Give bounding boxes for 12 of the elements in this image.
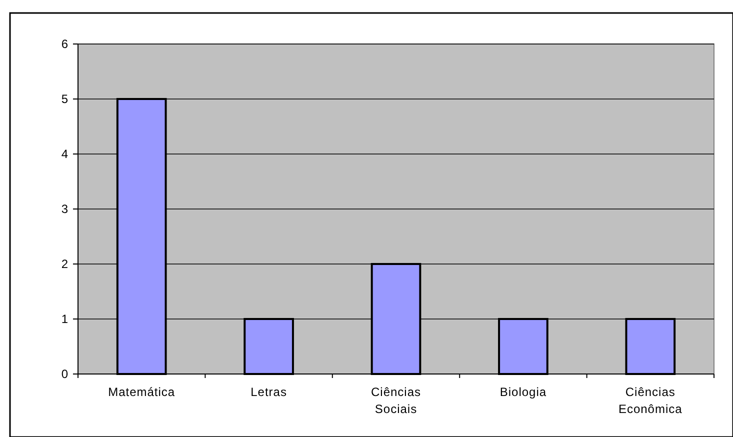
x-tick-label: Biologia <box>500 385 547 399</box>
x-tick-label: Ciências Sociais <box>370 385 422 416</box>
y-tick-label: 1 <box>61 312 68 326</box>
y-tick-label: 4 <box>61 147 68 162</box>
x-tick-label: Ciências Econômica <box>618 385 682 416</box>
y-tick-label: 6 <box>61 37 68 52</box>
y-tick-label: 0 <box>61 367 68 382</box>
x-tick-label: Matemática <box>108 385 176 399</box>
y-tick-label: 3 <box>61 202 68 216</box>
y-tick-label: 2 <box>61 257 68 272</box>
x-tick-label: Letras <box>250 385 287 399</box>
y-tick-label: 5 <box>61 92 68 106</box>
